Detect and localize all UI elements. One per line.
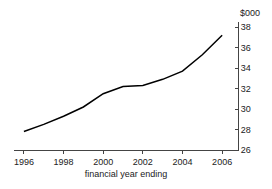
svg-text:26: 26 [241, 145, 251, 155]
svg-text:34: 34 [241, 63, 251, 73]
svg-text:36: 36 [241, 43, 251, 53]
svg-text:2006: 2006 [212, 157, 232, 167]
svg-text:2004: 2004 [172, 157, 192, 167]
svg-text:38: 38 [241, 22, 251, 32]
svg-text:28: 28 [241, 125, 251, 135]
svg-text:32: 32 [241, 84, 251, 94]
svg-text:financial year ending: financial year ending [85, 169, 168, 179]
svg-text:1998: 1998 [54, 157, 74, 167]
svg-text:1996: 1996 [14, 157, 34, 167]
svg-text:2000: 2000 [93, 157, 113, 167]
svg-text:30: 30 [241, 104, 251, 114]
svg-text:$000: $000 [240, 8, 260, 18]
svg-text:2002: 2002 [133, 157, 153, 167]
